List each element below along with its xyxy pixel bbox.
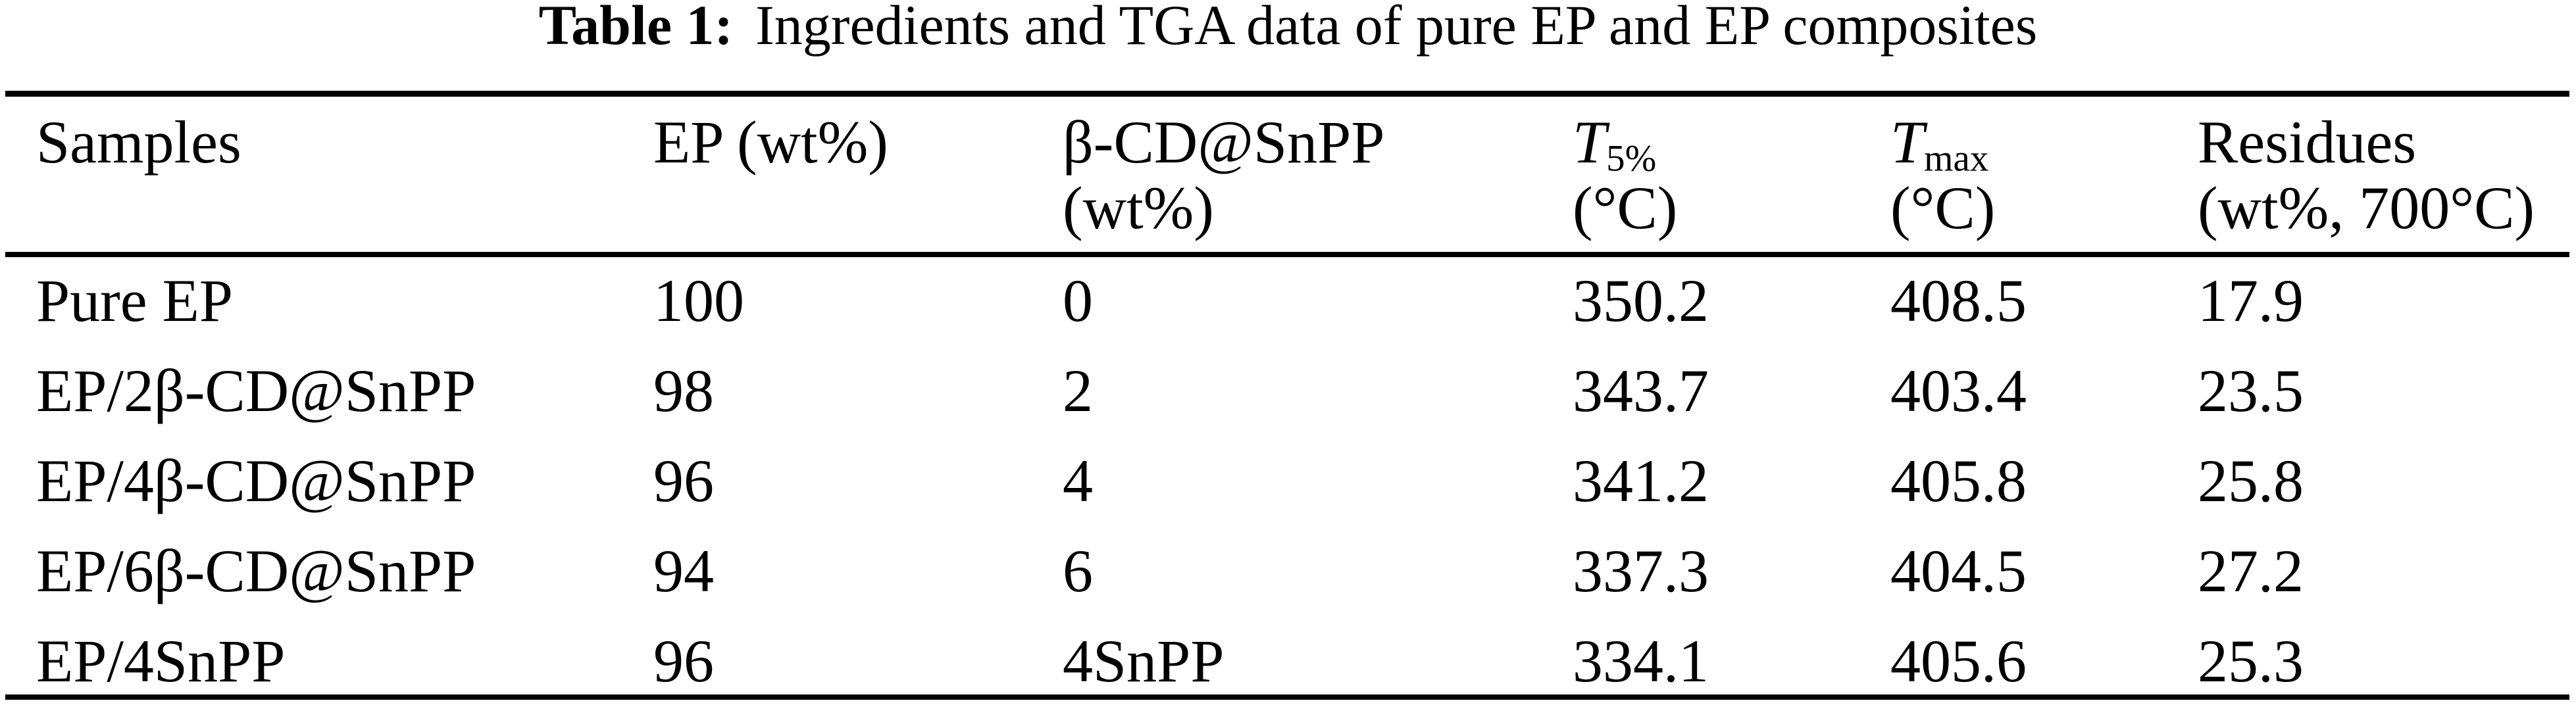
cell-sample: Pure EP bbox=[36, 267, 233, 334]
cell-bcd-snpp-wt: 6 bbox=[1063, 537, 1093, 604]
cell-t5: 334.1 bbox=[1573, 627, 1709, 694]
cell-residues: 25.8 bbox=[2198, 447, 2304, 514]
cell-ep-wt: 100 bbox=[653, 267, 744, 334]
header-cell-tmax: Tmax (°C) bbox=[1890, 97, 1995, 241]
header-label: β-CD@SnPP bbox=[1063, 109, 1385, 176]
cell-residues: 23.5 bbox=[2198, 357, 2304, 424]
cell-residues: 27.2 bbox=[2198, 537, 2304, 604]
header-subscript: 5% bbox=[1606, 137, 1657, 180]
cell-residues: 25.3 bbox=[2198, 627, 2304, 694]
cell-tmax: 405.6 bbox=[1890, 627, 2027, 694]
table-header-row: Samples EP (wt%) β-CD@SnPP (wt%) T5% (°C… bbox=[0, 97, 2576, 252]
table-row: Pure EP 100 0 350.2 408.5 17.9 bbox=[0, 257, 2576, 347]
header-cell-bcd-snpp: β-CD@SnPP (wt%) bbox=[1063, 97, 1384, 241]
cell-bcd-snpp-wt: 2 bbox=[1063, 357, 1093, 424]
cell-bcd-snpp-wt: 4SnPP bbox=[1063, 627, 1225, 694]
header-cell-residues: Residues (wt%, 700°C) bbox=[2198, 97, 2535, 241]
table-caption-label: Table 1: bbox=[538, 0, 734, 57]
cell-sample: EP/4SnPP bbox=[36, 627, 286, 694]
header-label: Residues bbox=[2198, 109, 2417, 176]
table-caption-text: Ingredients and TGA data of pure EP and … bbox=[755, 0, 2038, 57]
cell-sample: EP/6β-CD@SnPP bbox=[36, 537, 476, 604]
header-cell-ep-wt: EP (wt%) bbox=[653, 97, 888, 175]
cell-tmax: 405.8 bbox=[1890, 447, 2027, 514]
header-label-unit: (wt%, 700°C) bbox=[2198, 174, 2535, 241]
header-cell-t5: T5% (°C) bbox=[1573, 97, 1677, 241]
cell-bcd-snpp-wt: 0 bbox=[1063, 267, 1093, 334]
table-row: EP/4SnPP 96 4SnPP 334.1 405.6 25.3 bbox=[0, 618, 2576, 705]
cell-bcd-snpp-wt: 4 bbox=[1063, 447, 1093, 514]
header-label-unit: (°C) bbox=[1573, 174, 1678, 241]
cell-ep-wt: 96 bbox=[653, 627, 714, 694]
table-caption: Table 1: Ingredients and TGA data of pure… bbox=[0, 0, 2576, 53]
table-row: EP/6β-CD@SnPP 94 6 337.3 404.5 27.2 bbox=[0, 527, 2576, 618]
cell-t5: 343.7 bbox=[1573, 357, 1709, 424]
header-label-unit: (wt%) bbox=[1063, 174, 1214, 241]
cell-ep-wt: 94 bbox=[653, 537, 714, 604]
cell-sample: EP/4β-CD@SnPP bbox=[36, 447, 476, 514]
cell-tmax: 403.4 bbox=[1890, 357, 2027, 424]
cell-sample: EP/2β-CD@SnPP bbox=[36, 357, 476, 424]
cell-ep-wt: 96 bbox=[653, 447, 714, 514]
header-subscript: max bbox=[1924, 137, 1989, 180]
header-label-unit: (°C) bbox=[1890, 174, 1996, 241]
header-label: EP (wt%) bbox=[653, 109, 888, 176]
cell-ep-wt: 98 bbox=[653, 357, 714, 424]
table-row: EP/2β-CD@SnPP 98 2 343.7 403.4 23.5 bbox=[0, 347, 2576, 437]
cell-t5: 341.2 bbox=[1573, 447, 1709, 514]
cell-tmax: 404.5 bbox=[1890, 537, 2027, 604]
table-bottom-rule bbox=[5, 694, 2569, 700]
header-cell-samples: Samples bbox=[36, 97, 241, 175]
header-label: T bbox=[1890, 109, 1925, 176]
header-label: Samples bbox=[36, 109, 241, 176]
table-row: EP/4β-CD@SnPP 96 4 341.2 405.8 25.8 bbox=[0, 437, 2576, 527]
cell-t5: 350.2 bbox=[1573, 267, 1709, 334]
cell-tmax: 408.5 bbox=[1890, 267, 2027, 334]
table-top-rule bbox=[5, 91, 2569, 97]
cell-residues: 17.9 bbox=[2198, 267, 2304, 334]
table-header-rule bbox=[5, 252, 2569, 257]
cell-t5: 337.3 bbox=[1573, 537, 1709, 604]
header-label: T bbox=[1573, 109, 1607, 176]
